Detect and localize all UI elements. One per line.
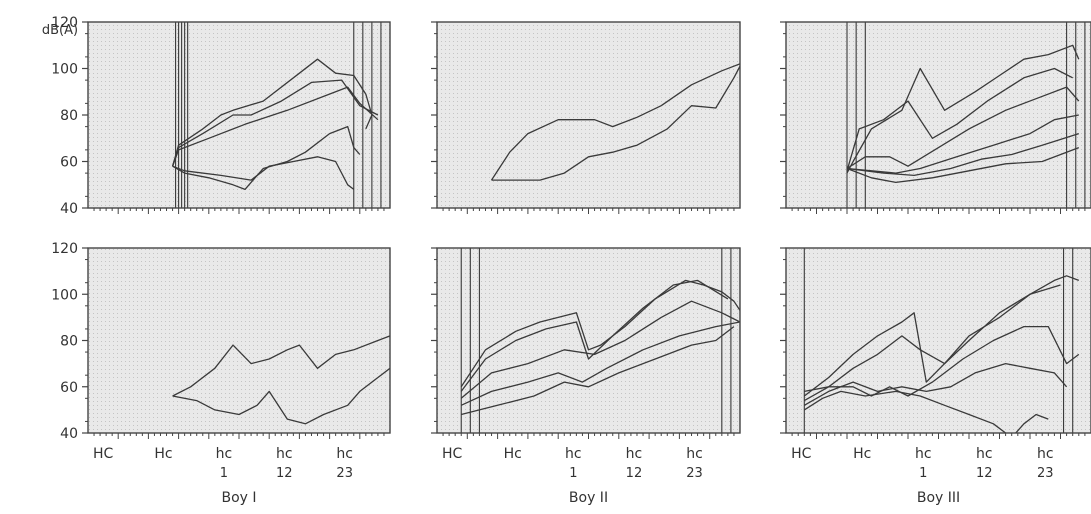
x-tick-sublabel: 12 <box>976 466 993 481</box>
x-tick-sublabel: 23 <box>336 466 353 481</box>
x-tick-label: hc <box>976 446 993 462</box>
panel-top-left <box>82 21 391 214</box>
y-tick-label: 80 <box>60 108 78 124</box>
x-tick-label: hc <box>216 446 233 462</box>
series-line-4 <box>846 114 1079 174</box>
x-tick-sublabel: 1 <box>220 466 228 481</box>
x-tick-label: hc <box>565 446 582 462</box>
series-line-5 <box>461 326 735 416</box>
plot-area <box>88 248 390 433</box>
plot-area <box>437 248 740 433</box>
series-line-1 <box>803 275 1080 397</box>
x-tick-label: hc <box>336 446 353 462</box>
y-tick-label: 60 <box>60 155 78 171</box>
x-tick-label: Hc <box>504 446 522 462</box>
series-line-1 <box>490 63 740 181</box>
x-tick-sublabel: 1 <box>919 466 927 481</box>
x-tick-label: Hc <box>154 446 172 462</box>
x-tick-label: HC <box>791 446 812 462</box>
series-line-3 <box>171 86 379 167</box>
x-tick-label: HC <box>442 446 463 462</box>
x-tick-sublabel: 12 <box>626 466 643 481</box>
y-tick-label: 60 <box>60 380 78 396</box>
y-tick-label: 40 <box>60 426 78 442</box>
y-tick-label: 100 <box>51 287 78 303</box>
series-line-6 <box>846 146 1080 184</box>
series-line-4 <box>803 362 1068 406</box>
column-label: Boy III <box>917 490 960 506</box>
y-tick-label: 80 <box>60 334 78 350</box>
plot-area <box>786 248 1091 433</box>
x-tick-sublabel: 23 <box>686 466 703 481</box>
series-line-2 <box>846 67 1073 171</box>
plot-content <box>846 22 1086 208</box>
column-label: Boy II <box>569 490 608 506</box>
x-tick-label: hc <box>915 446 932 462</box>
panel-bottom-left <box>82 247 391 439</box>
plot-content <box>171 22 382 208</box>
x-tick-sublabel: 12 <box>276 466 293 481</box>
x-tick-label: Hc <box>853 446 871 462</box>
panel-bottom-center <box>431 247 741 439</box>
x-tick-label: hc <box>686 446 703 462</box>
x-tick-sublabel: 23 <box>1037 466 1054 481</box>
series-line-5 <box>846 132 1079 177</box>
x-tick-label: hc <box>626 446 643 462</box>
series-line-3 <box>846 86 1080 170</box>
panel-top-center <box>431 21 741 214</box>
y-axis-label: dB(A) <box>42 23 78 38</box>
panels-group <box>82 21 1091 439</box>
series-line-2 <box>491 65 740 181</box>
plot-area <box>437 22 740 208</box>
series-line-4 <box>460 321 740 406</box>
series-line-2 <box>172 367 390 425</box>
y-tick-label: 40 <box>60 201 78 217</box>
labels-group: 40 60 80 100 120 40 60 80 100 120 HC Hc hc 1 hc 12 hc 23 B… <box>42 15 1054 506</box>
series-line-2 <box>803 284 1061 402</box>
y-tick-label: 100 <box>51 62 78 78</box>
column-label: Boy I <box>221 490 256 506</box>
series-line-1 <box>460 279 740 388</box>
series-line-1 <box>172 335 390 397</box>
series-line-2 <box>171 79 379 167</box>
plot-content <box>172 335 390 425</box>
series-line-3 <box>804 325 1080 397</box>
x-tick-label: hc <box>1037 446 1054 462</box>
plot-area <box>786 22 1091 208</box>
panel-bottom-right <box>780 247 1091 439</box>
series-line-5 <box>172 156 355 190</box>
plot-content <box>460 248 740 433</box>
y-tick-label: 120 <box>51 15 78 31</box>
x-tick-label: hc <box>276 446 293 462</box>
plot-content <box>803 248 1080 433</box>
panel-top-right <box>780 21 1091 214</box>
series-line-2 <box>460 279 729 392</box>
x-tick-label: HC <box>93 446 114 462</box>
x-tick-sublabel: 1 <box>569 466 577 481</box>
series-line-3 <box>460 300 740 399</box>
series-line-5 <box>803 390 1049 433</box>
series-line-1 <box>171 58 373 167</box>
y-tick-label: 120 <box>51 241 78 257</box>
plot-content <box>490 63 740 181</box>
series-line-1 <box>846 44 1080 174</box>
